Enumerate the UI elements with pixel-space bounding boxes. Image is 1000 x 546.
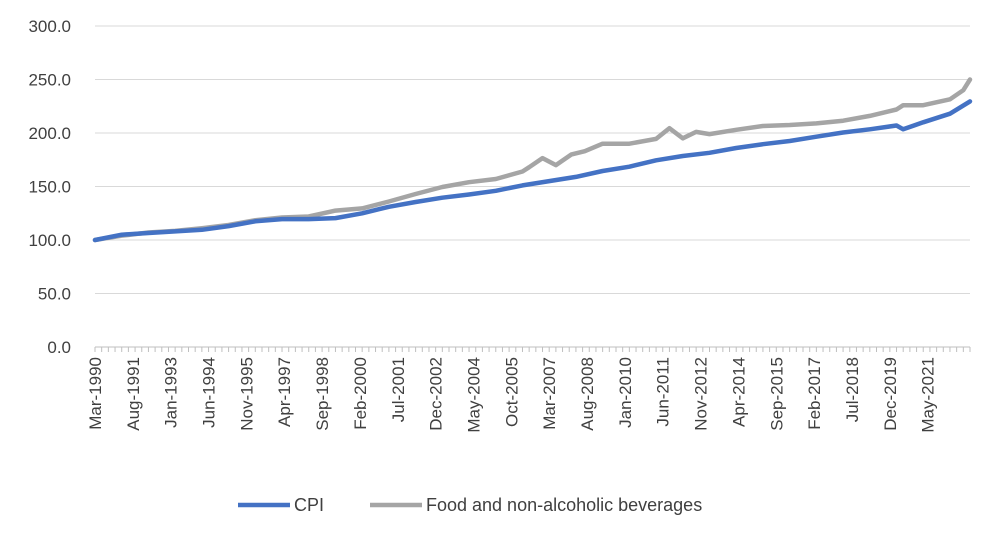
x-tick-label: Jan-2010 xyxy=(616,357,635,428)
series-line-cpi xyxy=(92,99,973,243)
legend: CPI Food and non-alcoholic beverages xyxy=(238,495,702,515)
x-tick-label: Sep-2015 xyxy=(767,357,786,431)
x-tick-label: Apr-1997 xyxy=(275,357,294,427)
x-tick-label: Jun-1994 xyxy=(200,357,219,428)
legend-item-food-label: Food and non-alcoholic beverages xyxy=(426,495,702,515)
x-tick-label: Dec-2002 xyxy=(427,357,446,431)
y-tick-label: 50.0 xyxy=(38,285,71,304)
x-tick-label: Dec-2019 xyxy=(881,357,900,431)
y-tick-labels: 0.0 50.0 100.0 150.0 200.0 250.0 300.0 xyxy=(28,17,71,357)
y-tick-label: 0.0 xyxy=(47,338,71,357)
x-tick-label: Nov-2012 xyxy=(692,357,711,431)
gridlines xyxy=(95,25,970,294)
x-tick-label: Apr-2014 xyxy=(729,357,748,427)
x-tick-labels: Mar-1990 Aug-1991 Jan-1993 Jun-1994 Nov-1995… xyxy=(86,357,938,433)
y-tick-label: 100.0 xyxy=(28,231,71,250)
x-tick-label: Jul-2018 xyxy=(843,357,862,422)
series-lines xyxy=(92,77,973,243)
x-tick-label: Nov-1995 xyxy=(237,357,256,431)
y-tick-label: 150.0 xyxy=(28,178,71,197)
x-tick-label: Feb-2000 xyxy=(351,357,370,430)
x-tick-label: Jan-1993 xyxy=(162,357,181,428)
x-tick-label: Aug-1991 xyxy=(124,357,143,431)
x-tick-label: Aug-2008 xyxy=(578,357,597,431)
x-tick-label: Mar-1990 xyxy=(86,357,105,430)
y-tick-label: 200.0 xyxy=(28,124,71,143)
x-tick-label: Mar-2007 xyxy=(540,357,559,430)
legend-item-cpi-label: CPI xyxy=(294,495,324,515)
x-tick-label: May-2021 xyxy=(919,357,938,433)
series-line-food xyxy=(92,77,973,243)
axes xyxy=(94,346,971,352)
x-tick-label: May-2004 xyxy=(464,357,483,433)
x-tick-label: Sep-1998 xyxy=(313,357,332,431)
x-tick-label: Oct-2005 xyxy=(502,357,521,427)
x-tick-label: Jun-2011 xyxy=(654,357,673,427)
y-tick-label: 300.0 xyxy=(28,17,71,36)
y-tick-label: 250.0 xyxy=(28,71,71,90)
x-tick-label: Jul-2001 xyxy=(389,357,408,422)
x-tick-label: Feb-2017 xyxy=(805,357,824,430)
